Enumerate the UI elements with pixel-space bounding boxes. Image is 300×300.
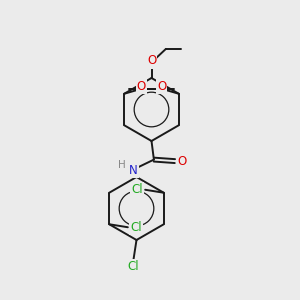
Text: O: O <box>137 80 146 93</box>
Text: N: N <box>129 164 138 177</box>
Text: H: H <box>118 160 126 170</box>
Text: O: O <box>157 80 166 93</box>
Text: Cl: Cl <box>130 221 142 234</box>
Text: Cl: Cl <box>131 183 142 196</box>
Text: Cl: Cl <box>128 260 139 274</box>
Text: O: O <box>177 154 186 168</box>
Text: O: O <box>147 54 156 68</box>
